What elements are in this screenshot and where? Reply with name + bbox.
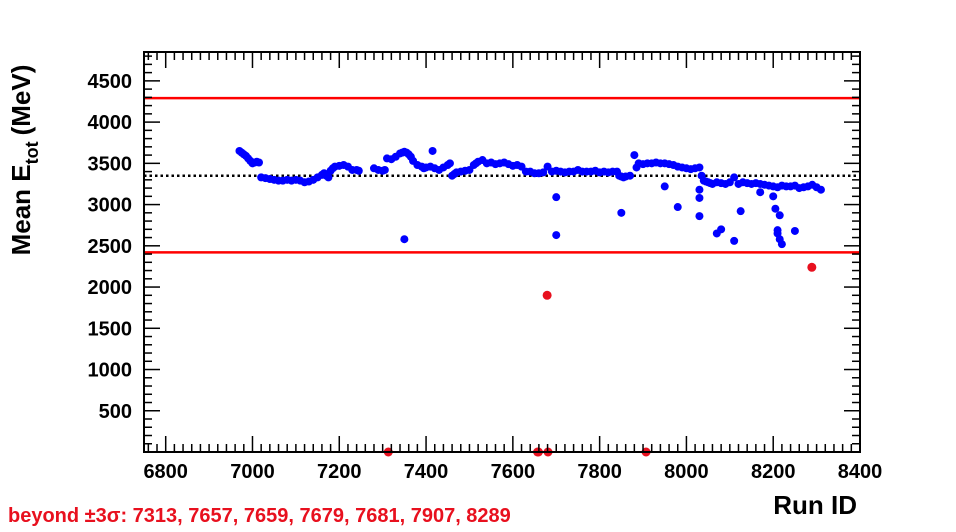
data-point	[695, 163, 704, 172]
data-point	[775, 211, 784, 220]
y-axis-title-main: Mean E	[6, 164, 36, 255]
data-point	[695, 185, 704, 194]
x-tick-label: 8000	[664, 461, 709, 483]
data-point	[552, 193, 561, 202]
data-point	[445, 159, 454, 168]
data-point	[673, 203, 682, 212]
y-tick-label: 4000	[88, 112, 133, 134]
y-tick-label: 4500	[88, 71, 133, 93]
outlier-point	[807, 262, 817, 272]
plot-frame-border	[143, 51, 861, 453]
data-point	[380, 165, 389, 174]
y-axis-title: Mean Etot (MeV)	[6, 65, 42, 256]
data-point	[695, 212, 704, 221]
data-point	[769, 192, 778, 201]
y-tick-label: 3500	[88, 153, 133, 175]
x-tick-label: 7800	[577, 461, 622, 483]
data-point	[777, 240, 786, 249]
data-point	[626, 171, 635, 180]
data-point	[695, 193, 704, 202]
x-axis-title: Run ID	[773, 490, 857, 520]
data-point	[717, 225, 726, 234]
data-point	[771, 204, 780, 213]
y-tick-label: 500	[99, 401, 132, 423]
data-point	[630, 151, 639, 160]
y-tick-label: 1000	[88, 360, 133, 382]
data-point	[730, 173, 739, 182]
plot-frame	[143, 51, 861, 453]
data-point	[790, 226, 799, 235]
data-point	[254, 158, 263, 167]
data-point	[756, 188, 765, 197]
data-point	[552, 231, 561, 240]
x-tick-label: 6800	[143, 461, 188, 483]
x-tick-label: 8200	[751, 461, 796, 483]
y-tick-label: 2000	[88, 277, 133, 299]
reference-lines	[144, 96, 860, 254]
data-point	[816, 185, 825, 194]
x-axis-ticks: 6800 7000 7200 7400 7600 7800 8000 8200 8400	[143, 52, 882, 483]
x-tick-label: 7400	[404, 461, 449, 483]
data-point	[617, 208, 626, 217]
data-point	[354, 166, 363, 175]
y-axis-title-subscript: tot	[22, 141, 42, 164]
data-points	[235, 146, 825, 457]
outlier-footnote: beyond ±3σ: 7313, 7657, 7659, 7679, 7681…	[8, 505, 511, 527]
x-tick-label: 7600	[491, 461, 536, 483]
data-point	[324, 173, 333, 182]
x-tick-label: 8400	[838, 461, 883, 483]
data-point	[428, 146, 437, 155]
data-point	[400, 235, 409, 244]
y-axis-ticks: 500 1000 1500 2000 2500 3000 3500 4000 4500	[88, 55, 860, 445]
data-point	[736, 207, 745, 216]
y-tick-label: 3000	[88, 195, 133, 217]
y-axis-title-unit: (MeV)	[6, 65, 36, 136]
data-point	[660, 182, 669, 191]
y-tick-label: 1500	[88, 318, 133, 340]
data-point	[730, 236, 739, 245]
x-tick-label: 7200	[317, 461, 362, 483]
data-point	[539, 168, 548, 177]
outlier-point	[542, 290, 552, 300]
y-tick-label: 2500	[88, 236, 133, 258]
x-tick-label: 7000	[230, 461, 275, 483]
